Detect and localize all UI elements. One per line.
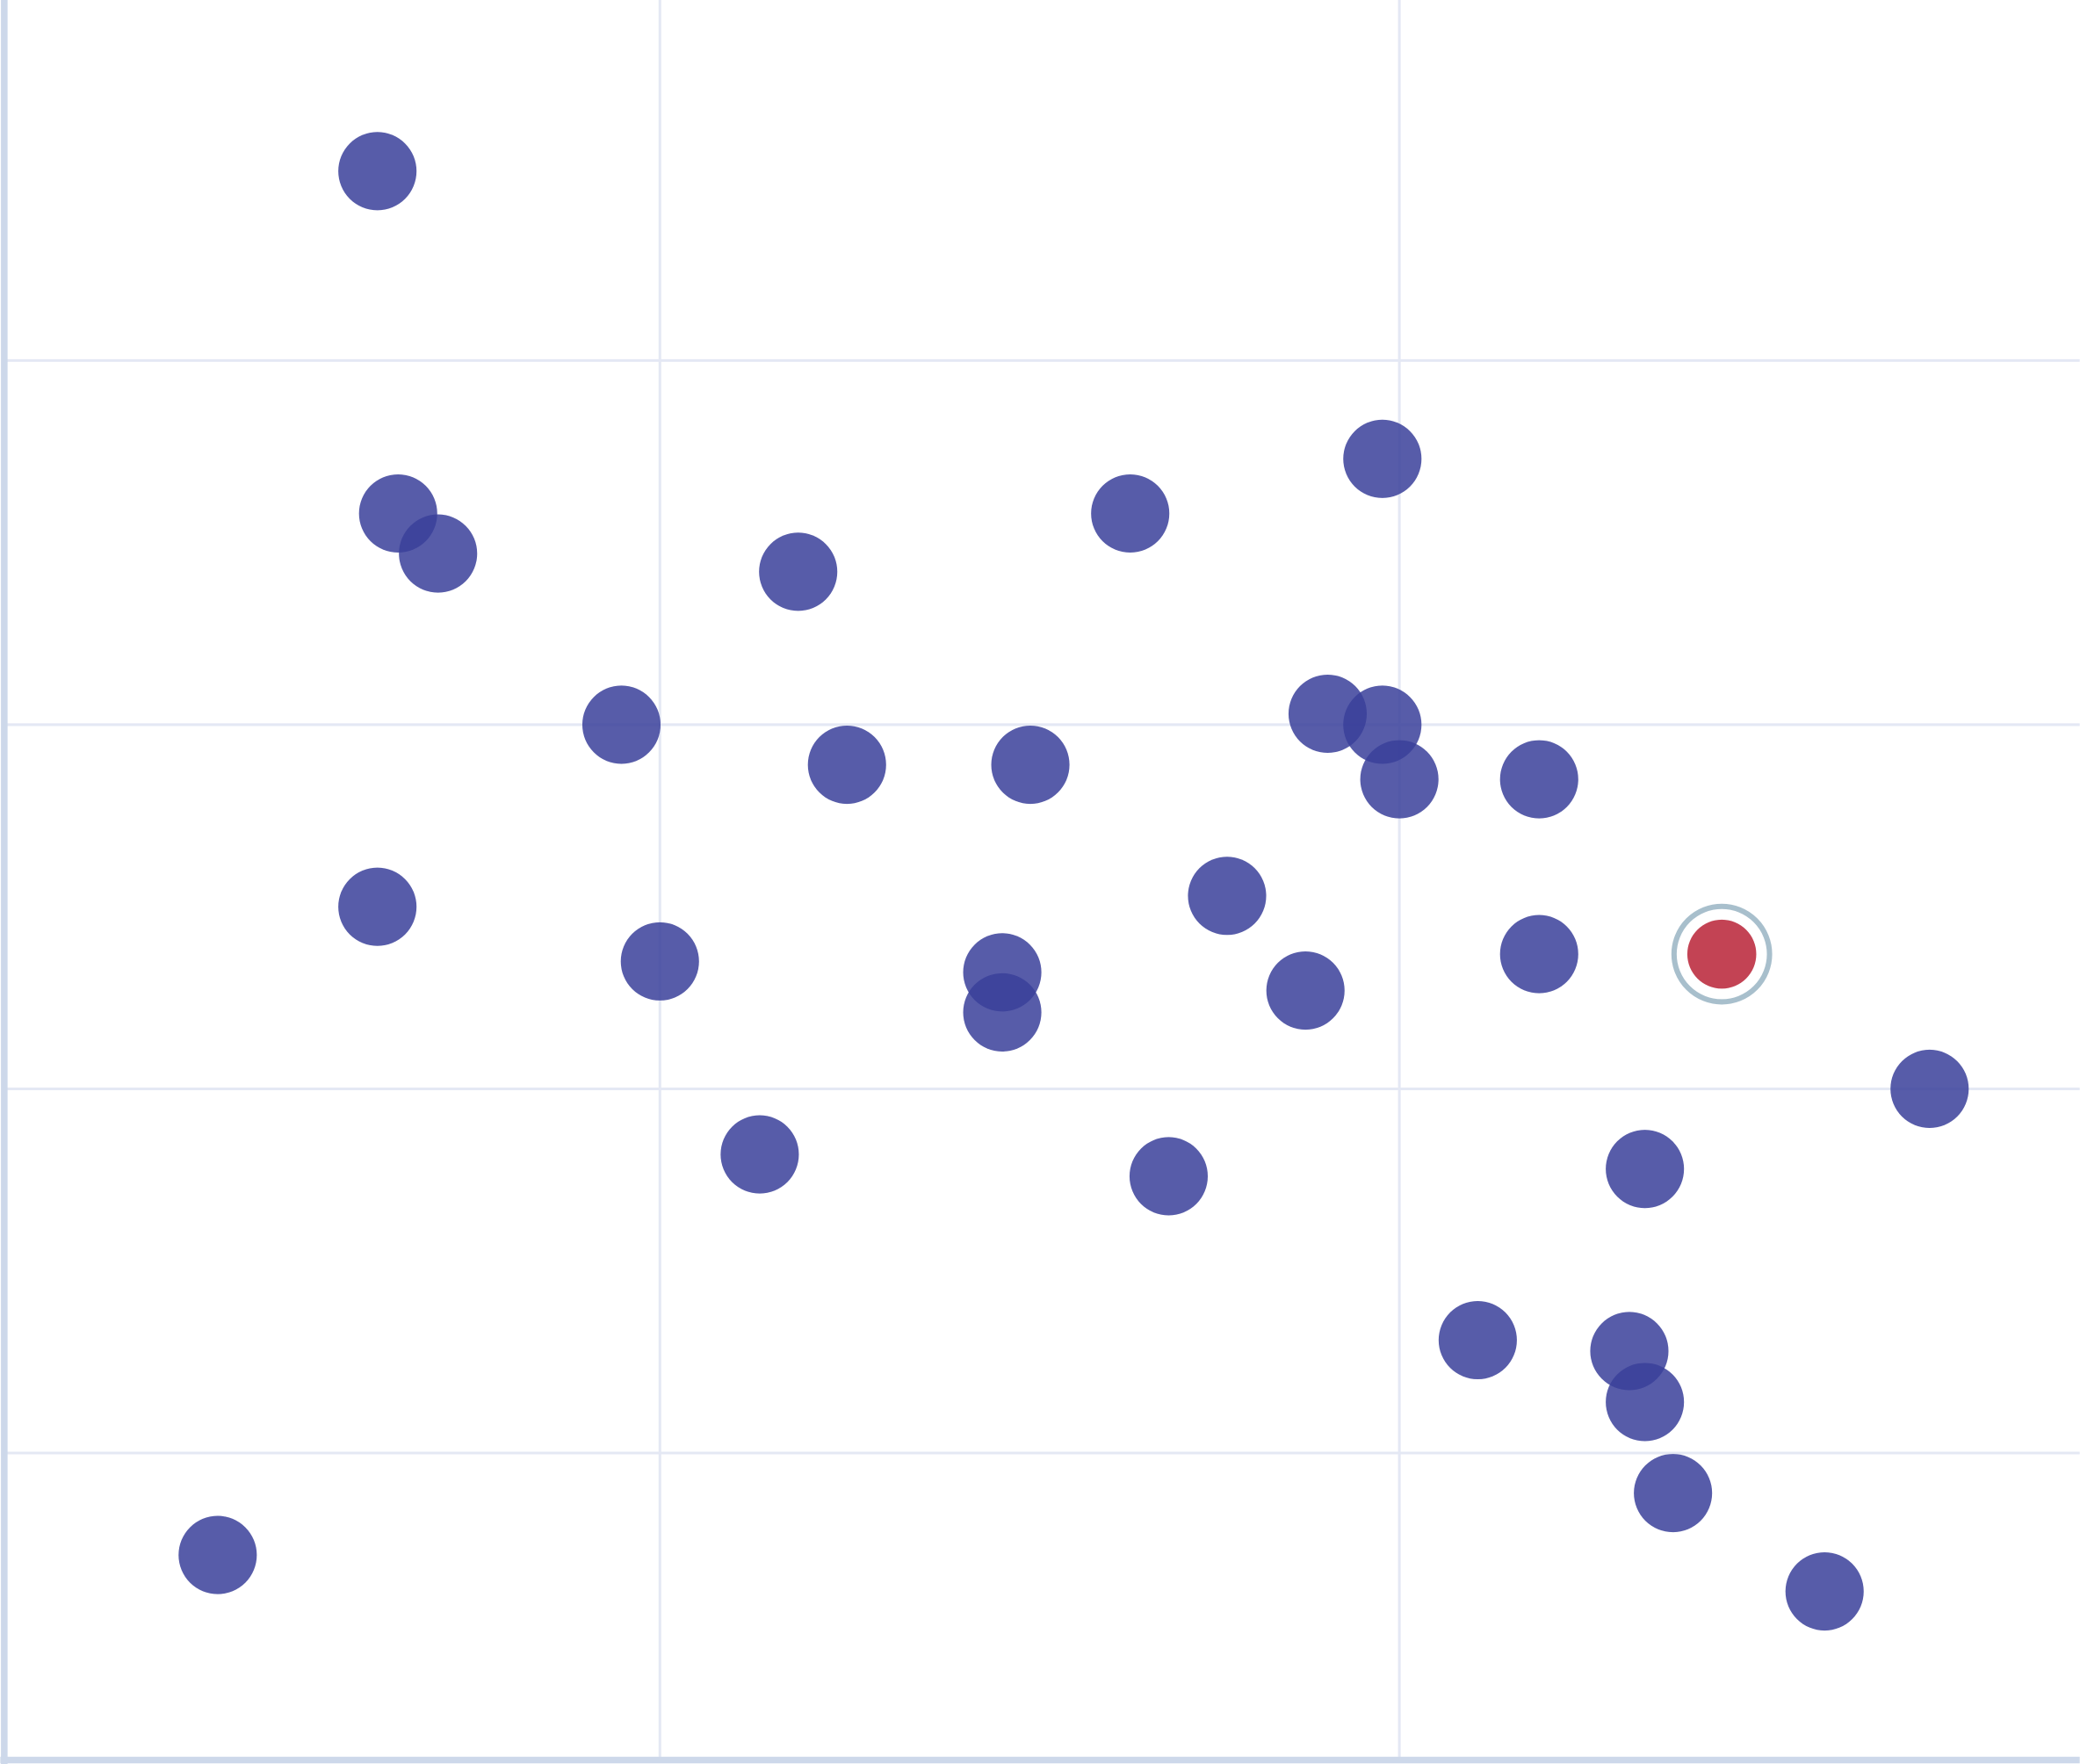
data-point[interactable] bbox=[581, 685, 661, 764]
data-point[interactable] bbox=[1499, 740, 1578, 819]
highlighted-data-point[interactable] bbox=[1686, 919, 1757, 989]
data-point[interactable] bbox=[807, 725, 886, 805]
gridlines bbox=[6, 0, 2080, 1760]
data-point[interactable] bbox=[720, 1115, 799, 1194]
data-point[interactable] bbox=[991, 725, 1070, 805]
data-point[interactable] bbox=[1343, 419, 1422, 498]
data-point[interactable] bbox=[399, 514, 478, 593]
data-points bbox=[178, 132, 1969, 1631]
data-point[interactable] bbox=[1129, 1137, 1209, 1216]
data-point[interactable] bbox=[1499, 915, 1578, 994]
data-point[interactable] bbox=[1266, 951, 1345, 1030]
data-point[interactable] bbox=[1890, 1049, 1969, 1129]
data-point[interactable] bbox=[1606, 1130, 1685, 1209]
data-point[interactable] bbox=[1785, 1552, 1864, 1631]
data-point[interactable] bbox=[1634, 1454, 1713, 1533]
data-point[interactable] bbox=[1606, 1363, 1685, 1442]
data-point[interactable] bbox=[759, 532, 838, 611]
data-point[interactable] bbox=[338, 132, 417, 211]
data-point[interactable] bbox=[620, 922, 699, 1001]
data-point[interactable] bbox=[338, 867, 417, 946]
data-point[interactable] bbox=[1188, 857, 1267, 936]
data-point[interactable] bbox=[178, 1515, 257, 1594]
data-point[interactable] bbox=[1438, 1300, 1517, 1380]
data-point[interactable] bbox=[1091, 474, 1170, 553]
data-point[interactable] bbox=[1360, 740, 1439, 819]
data-point[interactable] bbox=[963, 972, 1042, 1052]
